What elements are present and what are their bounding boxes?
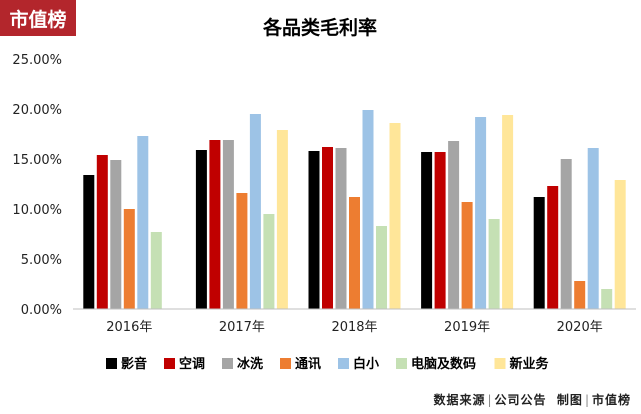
legend-label: 影音 (121, 356, 147, 372)
legend-swatch (494, 358, 506, 369)
x-tick-label: 2018年 (331, 320, 377, 335)
bar (547, 186, 559, 309)
bar (335, 148, 347, 309)
footer-separator: | (584, 393, 590, 407)
bar (308, 151, 320, 309)
bar (83, 175, 95, 309)
legend-item: 白小 (338, 356, 379, 372)
bar (222, 140, 234, 309)
x-tick-label: 2019年 (444, 320, 490, 335)
legend-label: 电脑及数码 (411, 356, 476, 372)
footer-made-by: 制图 (556, 393, 583, 407)
bar (475, 117, 487, 309)
bar (362, 110, 374, 309)
bar (96, 155, 108, 309)
legend-label: 白小 (353, 356, 379, 372)
bar (533, 197, 545, 309)
footer-credit: 数据来源 | 公司公告 制图 | 市值榜 (433, 391, 631, 408)
bar (322, 147, 333, 309)
footer-separator: | (487, 393, 493, 407)
legend-label: 新业务 (510, 356, 550, 372)
legend-label: 空调 (179, 356, 205, 372)
footer-company: 公司公告 (494, 393, 547, 407)
y-tick-label: 25.00% (12, 53, 62, 68)
footer-source-label: 数据来源 (433, 393, 486, 407)
bar (236, 193, 248, 309)
bar (389, 123, 401, 309)
legend-item: 空调 (164, 356, 205, 372)
legend-item: 通讯 (280, 356, 321, 372)
bar (502, 115, 514, 309)
bar (488, 219, 500, 309)
legend-item: 电脑及数码 (396, 356, 476, 372)
bar (249, 114, 261, 309)
bar (587, 148, 599, 309)
bar (560, 159, 572, 309)
bar (110, 160, 122, 309)
legend-label: 冰洗 (237, 356, 263, 372)
bar (448, 141, 460, 309)
legend-item: 冰洗 (222, 356, 263, 372)
footer-maker: 市值榜 (591, 393, 631, 407)
legend-swatch (338, 358, 349, 369)
y-tick-label: 0.00% (21, 303, 62, 318)
bar (574, 281, 586, 309)
legend-swatch (106, 358, 117, 369)
legend-swatch (396, 358, 407, 369)
brand-logo: 市值榜 (0, 0, 76, 36)
y-tick-label: 10.00% (12, 203, 62, 218)
bar (209, 140, 221, 309)
bar (376, 226, 387, 309)
x-tick-label: 2016年 (106, 320, 152, 335)
legend-label: 通讯 (295, 356, 321, 372)
bar (349, 197, 360, 309)
bar (276, 130, 288, 309)
x-tick-label: 2020年 (557, 320, 603, 335)
y-tick-label: 5.00% (21, 253, 62, 268)
bar (461, 202, 473, 309)
legend-item: 影音 (106, 356, 147, 372)
bar (421, 152, 433, 309)
bar (195, 150, 207, 309)
bar (263, 214, 275, 309)
legend-swatch (222, 358, 233, 369)
legend-swatch (280, 358, 291, 369)
bar (123, 209, 135, 309)
y-tick-label: 20.00% (12, 103, 62, 118)
bar (150, 232, 162, 309)
x-tick-label: 2017年 (219, 320, 265, 335)
legend-item: 新业务 (494, 356, 550, 372)
y-tick-label: 15.00% (12, 153, 62, 168)
bar (137, 136, 149, 309)
bar (614, 180, 626, 309)
bar (434, 152, 446, 309)
legend-swatch (164, 358, 175, 369)
chart-title: 各品类毛利率 (262, 16, 377, 39)
bar (601, 289, 613, 309)
